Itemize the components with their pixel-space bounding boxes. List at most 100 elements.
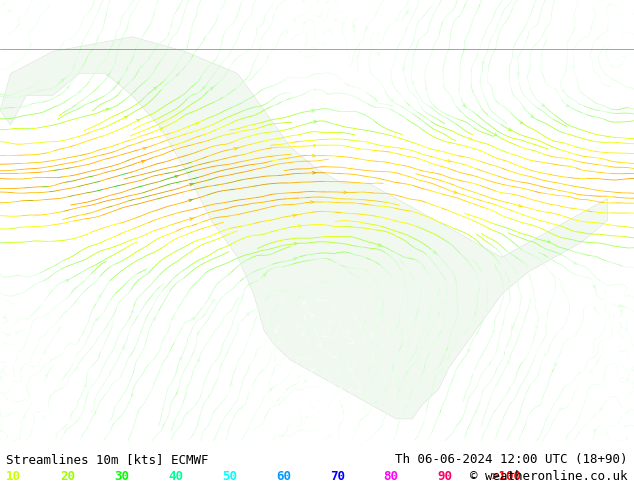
FancyArrowPatch shape — [294, 258, 297, 260]
FancyArrowPatch shape — [274, 330, 276, 333]
FancyArrowPatch shape — [600, 407, 602, 410]
FancyArrowPatch shape — [293, 214, 297, 217]
FancyArrowPatch shape — [433, 250, 436, 253]
FancyArrowPatch shape — [246, 313, 249, 316]
FancyArrowPatch shape — [6, 334, 9, 337]
FancyArrowPatch shape — [294, 242, 298, 245]
FancyArrowPatch shape — [299, 224, 302, 227]
FancyArrowPatch shape — [1, 368, 4, 372]
FancyArrowPatch shape — [43, 416, 47, 420]
FancyArrowPatch shape — [623, 56, 626, 59]
FancyArrowPatch shape — [508, 128, 511, 130]
FancyArrowPatch shape — [192, 318, 195, 320]
FancyArrowPatch shape — [520, 121, 523, 123]
FancyArrowPatch shape — [406, 370, 409, 374]
FancyArrowPatch shape — [349, 368, 351, 371]
FancyArrowPatch shape — [247, 366, 250, 368]
FancyArrowPatch shape — [623, 26, 626, 30]
FancyArrowPatch shape — [593, 307, 596, 310]
FancyArrowPatch shape — [578, 371, 581, 374]
FancyArrowPatch shape — [313, 172, 316, 174]
FancyArrowPatch shape — [1, 4, 4, 7]
FancyArrowPatch shape — [8, 10, 12, 13]
FancyArrowPatch shape — [326, 13, 329, 16]
FancyArrowPatch shape — [293, 19, 296, 22]
FancyArrowPatch shape — [311, 110, 314, 112]
FancyArrowPatch shape — [268, 2, 272, 5]
FancyArrowPatch shape — [98, 295, 101, 298]
FancyArrowPatch shape — [141, 160, 145, 163]
FancyArrowPatch shape — [159, 128, 162, 130]
FancyArrowPatch shape — [611, 437, 613, 441]
FancyArrowPatch shape — [318, 343, 321, 346]
FancyArrowPatch shape — [621, 13, 625, 16]
FancyArrowPatch shape — [325, 371, 328, 374]
FancyArrowPatch shape — [469, 137, 473, 140]
FancyArrowPatch shape — [2, 361, 6, 364]
FancyArrowPatch shape — [335, 19, 338, 22]
FancyArrowPatch shape — [304, 379, 307, 382]
FancyArrowPatch shape — [304, 42, 307, 45]
FancyArrowPatch shape — [136, 120, 139, 122]
FancyArrowPatch shape — [46, 313, 49, 316]
FancyArrowPatch shape — [309, 55, 313, 58]
FancyArrowPatch shape — [18, 437, 21, 440]
FancyArrowPatch shape — [107, 74, 109, 77]
FancyArrowPatch shape — [328, 434, 331, 437]
FancyArrowPatch shape — [246, 390, 250, 393]
FancyArrowPatch shape — [562, 89, 564, 92]
Text: 90: 90 — [437, 469, 453, 483]
FancyArrowPatch shape — [312, 314, 314, 317]
FancyArrowPatch shape — [593, 429, 596, 432]
FancyArrowPatch shape — [346, 399, 349, 403]
FancyArrowPatch shape — [3, 393, 6, 396]
FancyArrowPatch shape — [625, 1, 628, 4]
FancyArrowPatch shape — [545, 353, 547, 356]
FancyArrowPatch shape — [315, 0, 318, 1]
FancyArrowPatch shape — [0, 376, 3, 379]
FancyArrowPatch shape — [299, 429, 302, 432]
FancyArrowPatch shape — [3, 340, 6, 343]
FancyArrowPatch shape — [3, 367, 6, 369]
FancyArrowPatch shape — [347, 332, 351, 335]
FancyArrowPatch shape — [277, 342, 280, 344]
FancyArrowPatch shape — [333, 356, 337, 358]
FancyArrowPatch shape — [122, 346, 124, 349]
FancyArrowPatch shape — [303, 303, 306, 306]
FancyArrowPatch shape — [453, 191, 458, 194]
FancyArrowPatch shape — [16, 18, 20, 22]
FancyArrowPatch shape — [462, 103, 465, 106]
FancyArrowPatch shape — [266, 56, 269, 59]
FancyArrowPatch shape — [285, 388, 288, 391]
FancyArrowPatch shape — [190, 183, 193, 186]
FancyArrowPatch shape — [494, 133, 497, 136]
Text: 40: 40 — [168, 469, 183, 483]
FancyArrowPatch shape — [305, 417, 309, 419]
Text: 30: 30 — [114, 469, 129, 483]
FancyArrowPatch shape — [353, 315, 356, 318]
FancyArrowPatch shape — [531, 115, 533, 118]
FancyArrowPatch shape — [406, 11, 409, 14]
FancyArrowPatch shape — [597, 36, 600, 39]
FancyArrowPatch shape — [313, 154, 316, 157]
FancyArrowPatch shape — [624, 425, 627, 428]
FancyArrowPatch shape — [365, 333, 367, 336]
FancyArrowPatch shape — [358, 388, 361, 392]
FancyArrowPatch shape — [197, 359, 200, 362]
FancyArrowPatch shape — [377, 53, 381, 55]
FancyArrowPatch shape — [302, 22, 306, 24]
FancyArrowPatch shape — [411, 81, 413, 84]
FancyArrowPatch shape — [621, 32, 624, 35]
FancyArrowPatch shape — [139, 65, 143, 68]
FancyArrowPatch shape — [43, 351, 46, 354]
FancyArrowPatch shape — [605, 294, 608, 296]
FancyArrowPatch shape — [320, 15, 322, 18]
FancyArrowPatch shape — [605, 73, 607, 76]
FancyArrowPatch shape — [84, 384, 86, 387]
FancyArrowPatch shape — [588, 386, 591, 389]
FancyArrowPatch shape — [624, 328, 627, 331]
FancyArrowPatch shape — [310, 369, 313, 372]
FancyArrowPatch shape — [321, 41, 325, 44]
FancyArrowPatch shape — [45, 374, 48, 377]
FancyArrowPatch shape — [620, 326, 623, 329]
